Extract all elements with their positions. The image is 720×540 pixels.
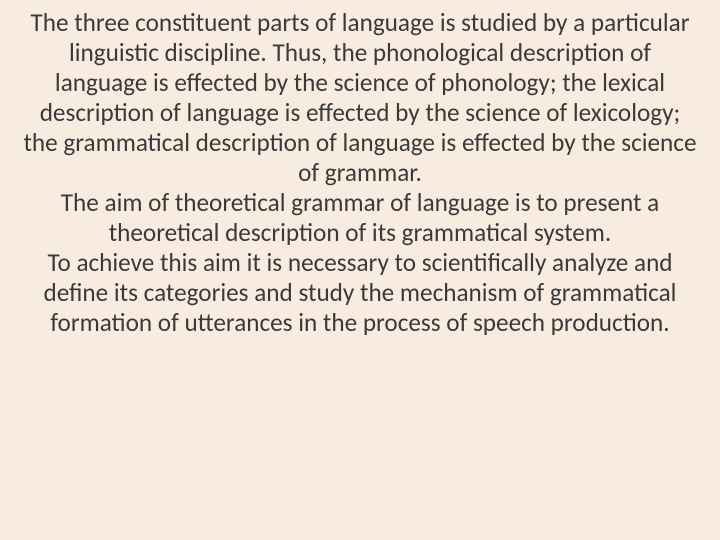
paragraph-2: The aim of theoretical grammar of langua… <box>22 188 698 248</box>
paragraph-3: To achieve this aim it is necessary to s… <box>22 248 698 338</box>
paragraph-1: The three constituent parts of language … <box>22 8 698 188</box>
